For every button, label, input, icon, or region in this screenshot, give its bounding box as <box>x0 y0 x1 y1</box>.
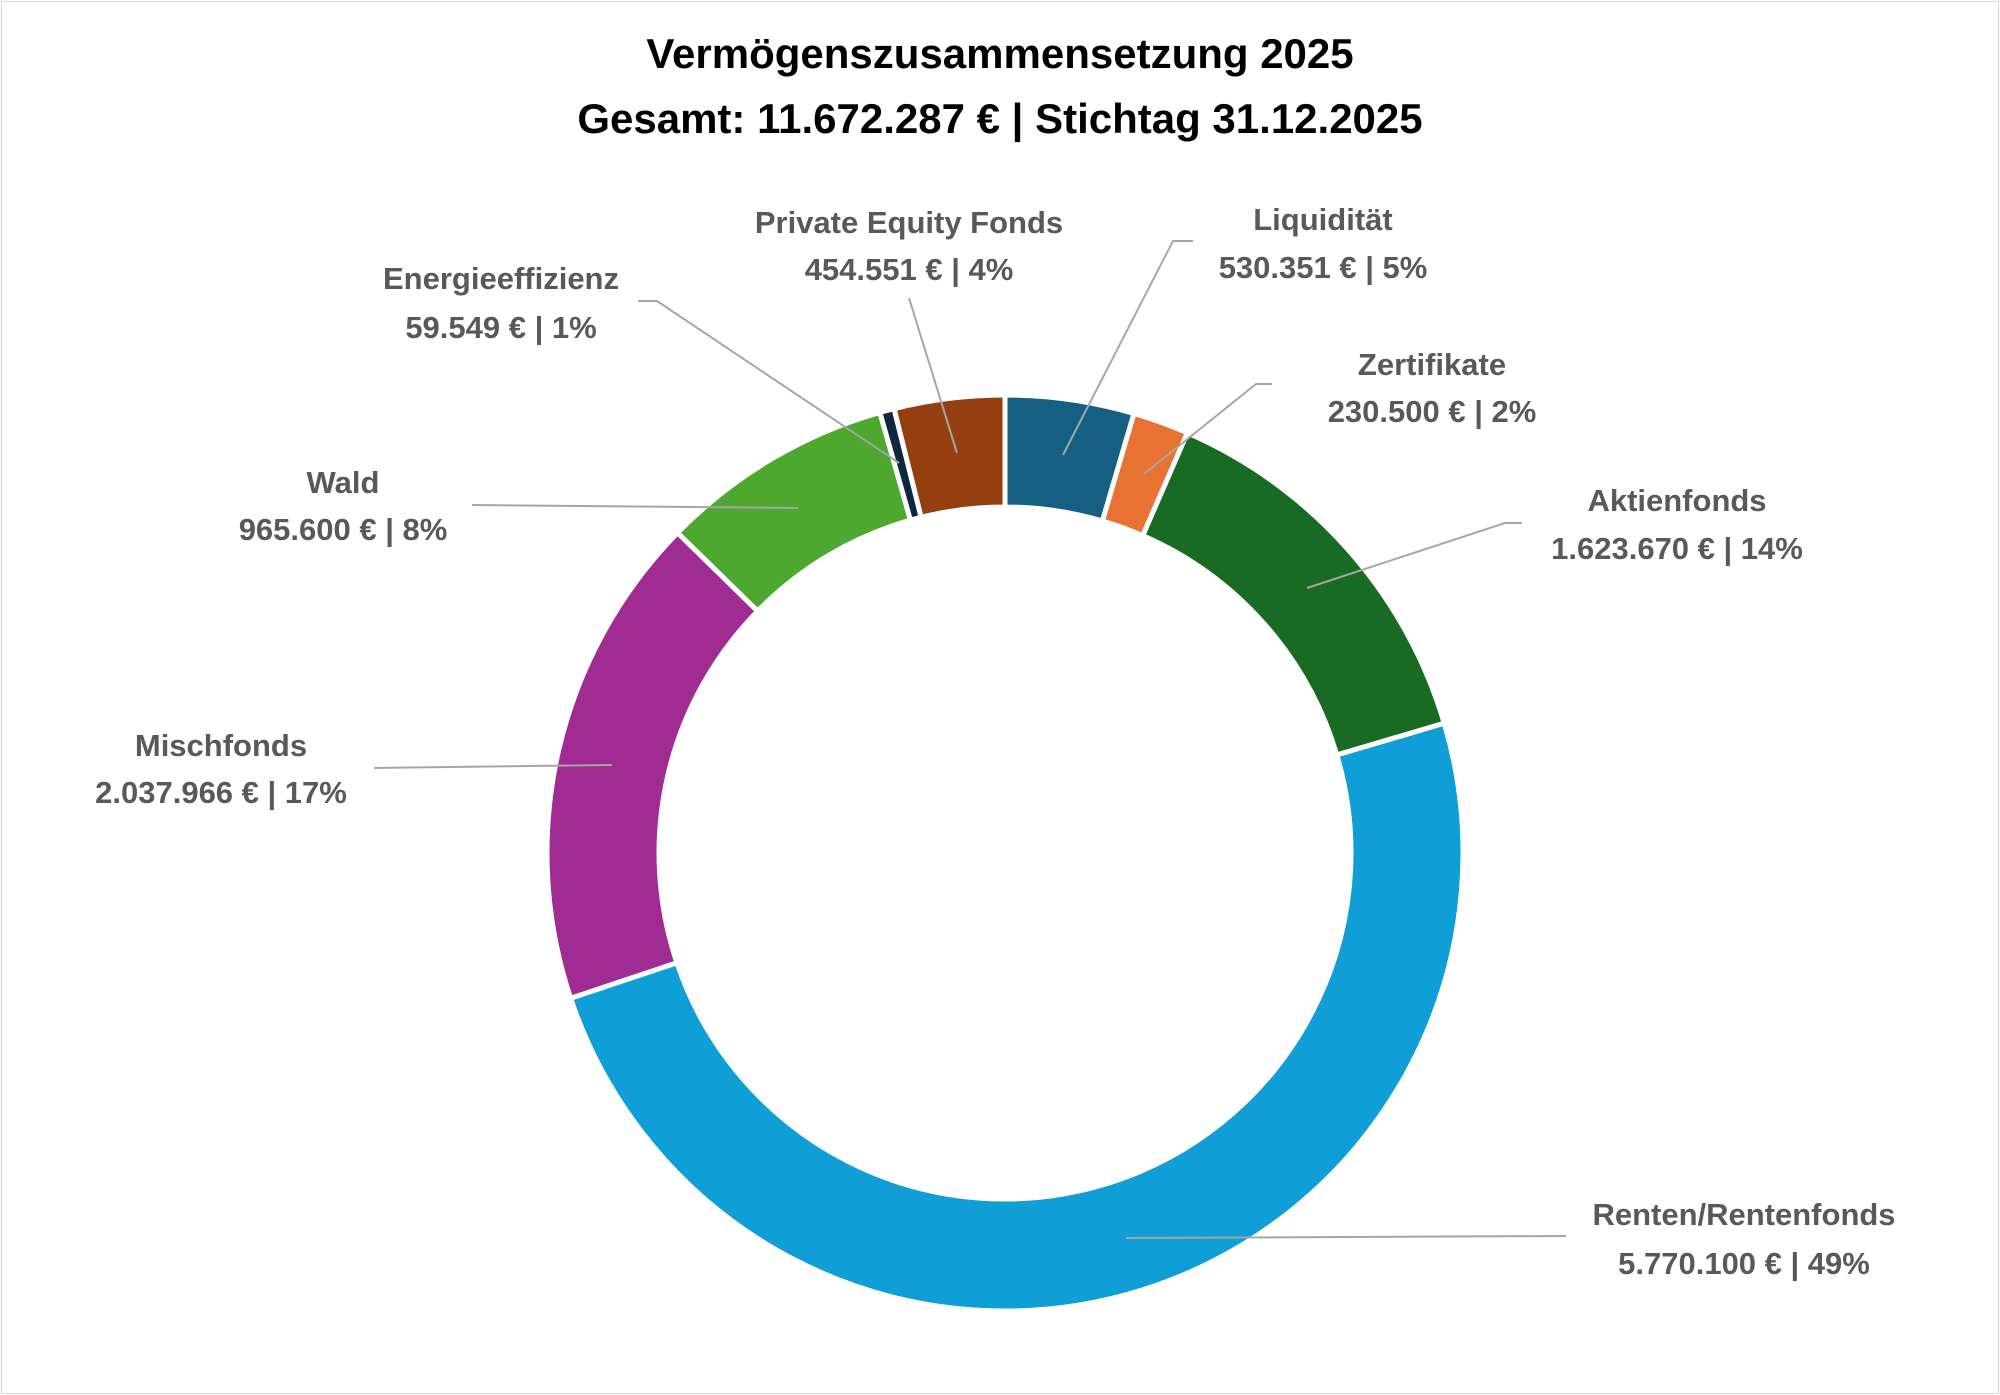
data-label-name: Mischfonds <box>135 728 307 763</box>
data-label-name: Renten/Rentenfonds <box>1592 1197 1895 1232</box>
data-label-value: 5.770.100 € | 49% <box>1618 1246 1870 1281</box>
leader-line <box>1306 522 1522 589</box>
data-label-name: Wald <box>307 465 380 500</box>
data-label-name: Liquidität <box>1253 202 1392 237</box>
leader-line <box>1062 240 1193 456</box>
data-label-value: 454.551 € | 4% <box>805 252 1014 287</box>
leader-line <box>471 504 799 509</box>
slice-renten-rentenfonds <box>567 720 1466 1314</box>
data-label-name: Zertifikate <box>1358 347 1506 382</box>
leader-line <box>638 300 900 464</box>
slice-aktienfonds <box>1139 429 1448 759</box>
data-label-name: Aktienfonds <box>1587 483 1766 518</box>
data-label-value: 530.351 € | 5% <box>1219 250 1428 285</box>
data-label-value: 2.037.966 € | 17% <box>95 775 347 810</box>
data-label-value: 59.549 € | 1% <box>405 310 596 345</box>
data-label-name: Energieeffizienz <box>383 261 619 296</box>
leader-line <box>908 297 958 454</box>
chart-subtitle: Gesamt: 11.672.287 € | Stichtag 31.12.20… <box>577 95 1423 142</box>
data-label-value: 230.500 € | 2% <box>1328 394 1537 429</box>
leader-line <box>373 764 613 769</box>
chart-title: Vermögenszusammensetzung 2025 <box>646 30 1354 77</box>
leader-line <box>1125 1235 1567 1239</box>
slice-private-equity-fonds <box>891 392 1008 521</box>
leader-line <box>1143 383 1272 475</box>
data-label-value: 965.600 € | 8% <box>239 512 448 547</box>
data-label-value: 1.623.670 € | 14% <box>1551 531 1803 566</box>
data-label-name: Private Equity Fonds <box>755 205 1063 240</box>
